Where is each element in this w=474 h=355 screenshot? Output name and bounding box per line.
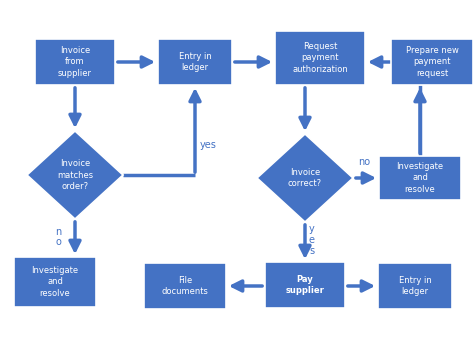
FancyBboxPatch shape	[35, 39, 115, 85]
Text: Invoice
correct?: Invoice correct?	[288, 168, 322, 188]
FancyBboxPatch shape	[275, 31, 365, 85]
Text: Prepare new
payment
request: Prepare new payment request	[406, 47, 458, 78]
Text: Investigate
and
resolve: Investigate and resolve	[31, 266, 79, 297]
FancyBboxPatch shape	[14, 257, 96, 307]
Text: File
documents: File documents	[162, 276, 209, 296]
FancyBboxPatch shape	[158, 39, 232, 85]
Text: n
o: n o	[55, 226, 61, 247]
Text: y
e
s: y e s	[309, 224, 315, 256]
Text: Entry in
ledger: Entry in ledger	[179, 52, 211, 72]
FancyBboxPatch shape	[379, 156, 461, 200]
Text: no: no	[358, 157, 370, 167]
Polygon shape	[27, 131, 123, 219]
FancyBboxPatch shape	[391, 39, 473, 85]
Text: Entry in
ledger: Entry in ledger	[399, 276, 431, 296]
Text: Request
payment
authorization: Request payment authorization	[292, 42, 348, 73]
Text: Invoice
from
supplier: Invoice from supplier	[58, 47, 92, 78]
Text: Investigate
and
resolve: Investigate and resolve	[396, 162, 444, 193]
Text: Pay
supplier: Pay supplier	[285, 275, 324, 295]
Text: Invoice
matches
order?: Invoice matches order?	[57, 159, 93, 191]
FancyBboxPatch shape	[378, 263, 452, 309]
FancyBboxPatch shape	[144, 263, 226, 309]
Polygon shape	[257, 134, 353, 222]
Text: yes: yes	[200, 140, 217, 150]
FancyBboxPatch shape	[265, 262, 345, 308]
